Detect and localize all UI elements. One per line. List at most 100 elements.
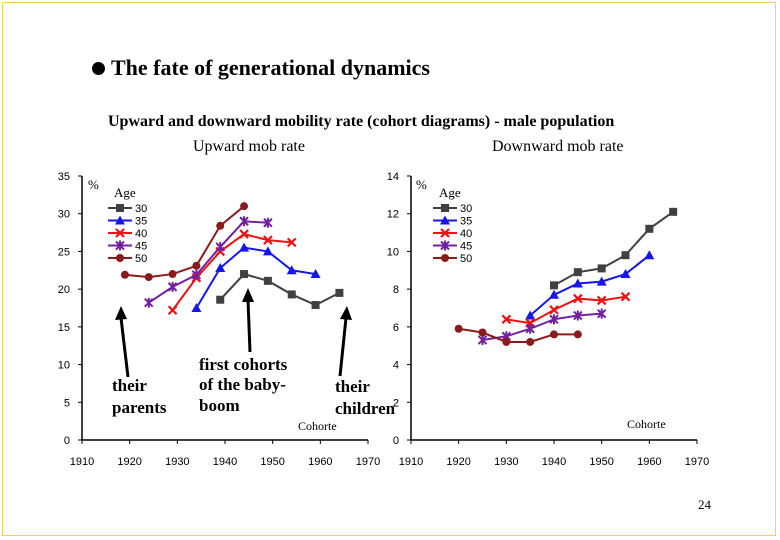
upward-point-50: [192, 261, 201, 270]
upward-legend-label-50: 50: [135, 253, 147, 265]
downward-point-50: [502, 337, 511, 346]
upward-point-50: [144, 273, 153, 282]
upward-point-30: [287, 290, 296, 299]
arrow-firstcohorts: [246, 299, 252, 353]
downward-point-40: [573, 293, 583, 304]
downward-point-50: [573, 330, 582, 339]
upward-legend-label-30: 30: [135, 203, 147, 215]
downward-point-45: [596, 308, 607, 319]
downward-point-35: [644, 250, 655, 260]
downward-point-30: [669, 207, 678, 216]
downward-y-tick-label: 0: [393, 435, 399, 447]
upward-legend-marker-30: [116, 204, 124, 212]
downward-x-tick-label: 1960: [637, 456, 661, 468]
upward-point-30: [216, 295, 225, 304]
upward-point-35: [215, 263, 226, 273]
upward-legend-title: Age: [114, 185, 136, 200]
downward-x-tick-label: 1920: [446, 456, 470, 468]
upward-x-tick-label: 1920: [117, 456, 141, 468]
upward-y-tick-label: 15: [58, 322, 70, 334]
upward-series-line-40: [171, 232, 292, 311]
upward-y-tick-label: 10: [58, 360, 70, 372]
downward-y-tick-label: 10: [387, 246, 399, 258]
downward-series-line-30: [553, 211, 674, 287]
upward-y-tick-label: 0: [64, 435, 70, 447]
downward-point-30: [645, 224, 654, 233]
arrow-children-head: [340, 306, 352, 320]
annotation-firstcohorts-line3: boom: [199, 396, 240, 415]
upward-series-line-30: [219, 272, 340, 307]
upward-point-50: [168, 270, 177, 279]
upward-point-45: [239, 216, 249, 227]
downward-legend-label-30: 30: [460, 203, 472, 215]
upward-x-tick-label: 1950: [260, 456, 284, 468]
upward-y-tick-label: 5: [64, 397, 70, 409]
upward-legend-marker-50: [116, 254, 124, 262]
downward-y-tick-label: 4: [393, 360, 399, 372]
downward-legend-marker-45: [440, 240, 450, 251]
downward-legend-label-50: 50: [460, 253, 472, 265]
upward-x-tick-label: 1910: [70, 456, 94, 468]
downward-x-tick-label: 1930: [494, 456, 518, 468]
downward-legend-marker-30: [441, 204, 449, 212]
arrow-firstcohorts-head: [242, 288, 254, 302]
upward-point-35: [262, 246, 273, 256]
downward-panel-title: Downward mob rate: [492, 138, 624, 155]
downward-legend-marker-35: [440, 215, 450, 225]
upward-y-tick-label: 35: [58, 171, 70, 183]
upward-point-45: [191, 269, 202, 280]
upward-legend-label-40: 40: [135, 228, 147, 240]
downward-point-40: [549, 305, 559, 315]
annotation-parents-line1: their: [112, 376, 147, 395]
upward-x-tick-label: 1930: [165, 456, 189, 468]
slide-title: The fate of generational dynamics: [92, 55, 430, 81]
downward-x-axis-label: Cohorte: [627, 417, 666, 431]
downward-x-tick-label: 1910: [399, 456, 423, 468]
downward-point-45: [573, 310, 583, 321]
arrow-children: [338, 317, 348, 377]
downward-legend-title: Age: [439, 185, 461, 200]
bullet-icon: [92, 61, 105, 75]
downward-point-35: [596, 276, 607, 286]
upward-point-45: [263, 217, 273, 228]
downward-point-50: [478, 328, 487, 337]
upward-legend-marker-40: [115, 228, 125, 238]
slide-title-text: The fate of generational dynamics: [111, 55, 430, 80]
downward-point-50: [526, 337, 535, 346]
downward-point-30: [573, 268, 582, 277]
annotation-children-line1: their: [335, 377, 370, 396]
upward-point-40: [167, 305, 178, 316]
upward-y-tick-label: 25: [58, 246, 70, 258]
upward-point-35: [191, 303, 202, 312]
downward-point-40: [620, 291, 631, 302]
arrow-parents-head: [115, 306, 127, 320]
downward-series-line-50: [458, 327, 578, 343]
upward-point-30: [240, 270, 249, 279]
upward-point-30: [263, 276, 272, 285]
downward-legend-label-35: 35: [460, 216, 472, 228]
downward-y-tick-label: 14: [387, 171, 399, 183]
downward-point-40: [501, 314, 512, 325]
upward-point-50: [120, 270, 129, 279]
slide-subtitle: Upward and downward mobility rate (cohor…: [108, 113, 615, 130]
downward-point-35: [620, 269, 631, 279]
upward-point-45: [167, 281, 178, 292]
downward-point-35: [549, 289, 559, 299]
upward-point-35: [286, 265, 297, 275]
annotation-firstcohorts-line2: of the baby-: [199, 375, 286, 394]
downward-legend-marker-50: [441, 254, 449, 262]
upward-series-line-35: [195, 246, 316, 309]
downward-point-50: [550, 330, 558, 339]
downward-y-tick-label: 2: [393, 397, 399, 409]
upward-point-50: [216, 221, 225, 230]
upward-point-35: [239, 242, 250, 252]
upward-point-40: [263, 235, 273, 245]
upward-x-tick-label: 1960: [308, 456, 332, 468]
upward-x-axis-label: Cohorte: [298, 419, 337, 433]
downward-series-line-40: [506, 295, 626, 325]
upward-series-line-45: [148, 220, 268, 304]
upward-point-45: [144, 297, 154, 308]
arrow-parents: [119, 317, 130, 378]
